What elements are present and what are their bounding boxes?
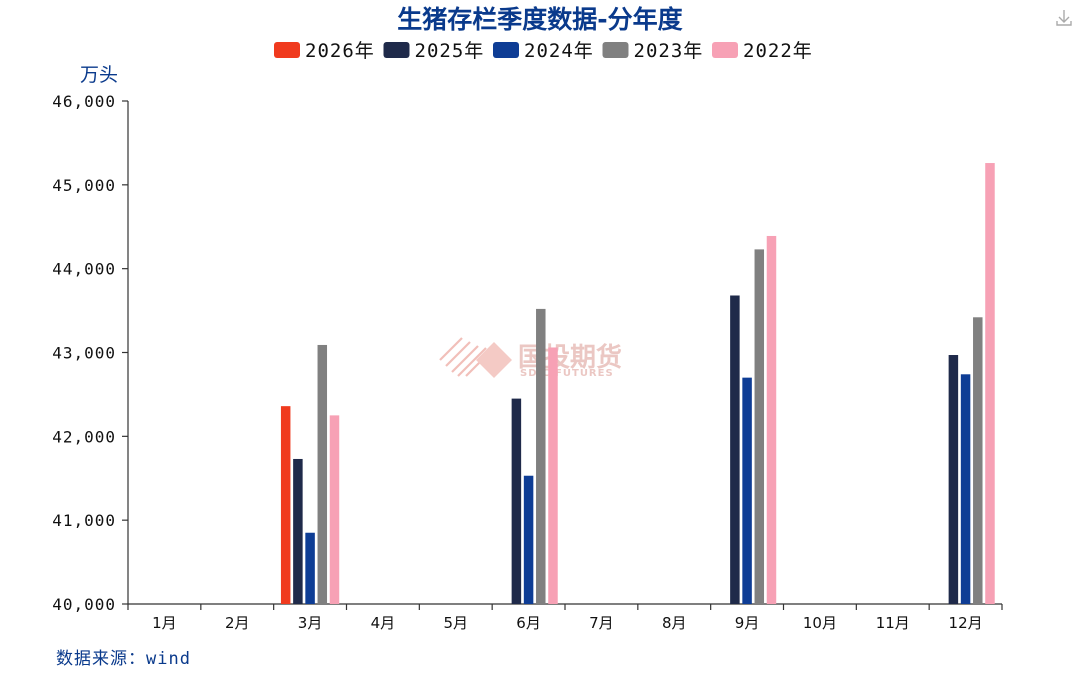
x-tick-label: 4月: [371, 614, 396, 632]
x-tick-label: 12月: [949, 614, 983, 632]
bar-2024年-3月: [305, 532, 315, 604]
bar-2023年-3月: [317, 344, 328, 604]
y-axis: 40,000 41,000 42,000 43,000 44,000 45,000 46,0…: [52, 92, 129, 614]
y-axis-unit: 万头: [80, 64, 118, 86]
legend-label-0: 2026年: [305, 40, 375, 62]
y-tick-label: 46,000: [52, 92, 116, 111]
chart-title: 生猪存栏季度数据-分年度: [397, 5, 682, 34]
bar-2022年-6月: [548, 347, 558, 604]
legend-swatch-3: [602, 42, 629, 58]
download-icon[interactable]: [1056, 10, 1072, 26]
bars: [280, 163, 995, 604]
legend-swatch-2: [493, 42, 519, 58]
data-source: 数据来源：wind: [56, 649, 191, 669]
x-tick-label: 1月: [152, 614, 177, 632]
legend-swatch-1: [383, 42, 410, 58]
x-tick-label: 7月: [589, 614, 614, 632]
watermark-name: 国投期货: [518, 342, 622, 373]
legend-swatch-4: [712, 42, 738, 58]
y-tick-label: 43,000: [52, 344, 116, 363]
bar-2022年-9月: [766, 235, 777, 604]
legend-label-2: 2024年: [524, 40, 594, 62]
watermark-sub: SDIC FUTURES: [520, 368, 614, 379]
bar-2024年-6月: [523, 475, 534, 604]
bar-2025年-3月: [293, 458, 303, 604]
legend-label-3: 2023年: [634, 40, 704, 62]
watermark-logo: 国投期货 SDIC FUTURES: [439, 337, 622, 379]
bar-2026年-3月: [280, 406, 291, 604]
legend-swatch-0: [274, 42, 300, 58]
bar-2022年-12月: [985, 163, 995, 604]
x-tick-label: 11月: [876, 614, 910, 632]
bar-2024年-12月: [960, 374, 971, 604]
x-tick-label: 8月: [662, 614, 687, 632]
x-tick-label: 3月: [298, 614, 323, 632]
watermark-logo-icon: [439, 337, 512, 378]
bar-2025年-12月: [948, 355, 959, 604]
y-tick-label: 41,000: [52, 511, 116, 530]
x-axis: 1月 2月 3月 4月 5月 6月 7月 8月 9月 10月 11月 12月: [127, 603, 1003, 632]
legend-label-4: 2022年: [743, 40, 813, 62]
bar-2025年-6月: [511, 398, 522, 604]
y-tick-label: 42,000: [52, 427, 116, 446]
bar-2023年-9月: [754, 249, 765, 604]
bar-2022年-3月: [329, 415, 340, 604]
bar-2025年-9月: [730, 295, 740, 604]
x-tick-label: 5月: [443, 614, 468, 632]
x-tick-label: 6月: [516, 614, 541, 632]
x-tick-label: 2月: [225, 614, 250, 632]
y-tick-label: 45,000: [52, 176, 116, 195]
legend-label-1: 2025年: [415, 40, 485, 62]
bar-2023年-12月: [973, 317, 983, 604]
y-tick-label: 40,000: [52, 595, 116, 614]
y-tick-label: 44,000: [52, 260, 116, 279]
bar-2024年-9月: [742, 377, 752, 604]
x-tick-label: 10月: [803, 614, 837, 632]
bar-2023年-6月: [536, 308, 546, 604]
x-tick-label: 9月: [735, 614, 760, 632]
legend: 2026年 2025年 2024年 2023年 2022年: [274, 40, 813, 62]
